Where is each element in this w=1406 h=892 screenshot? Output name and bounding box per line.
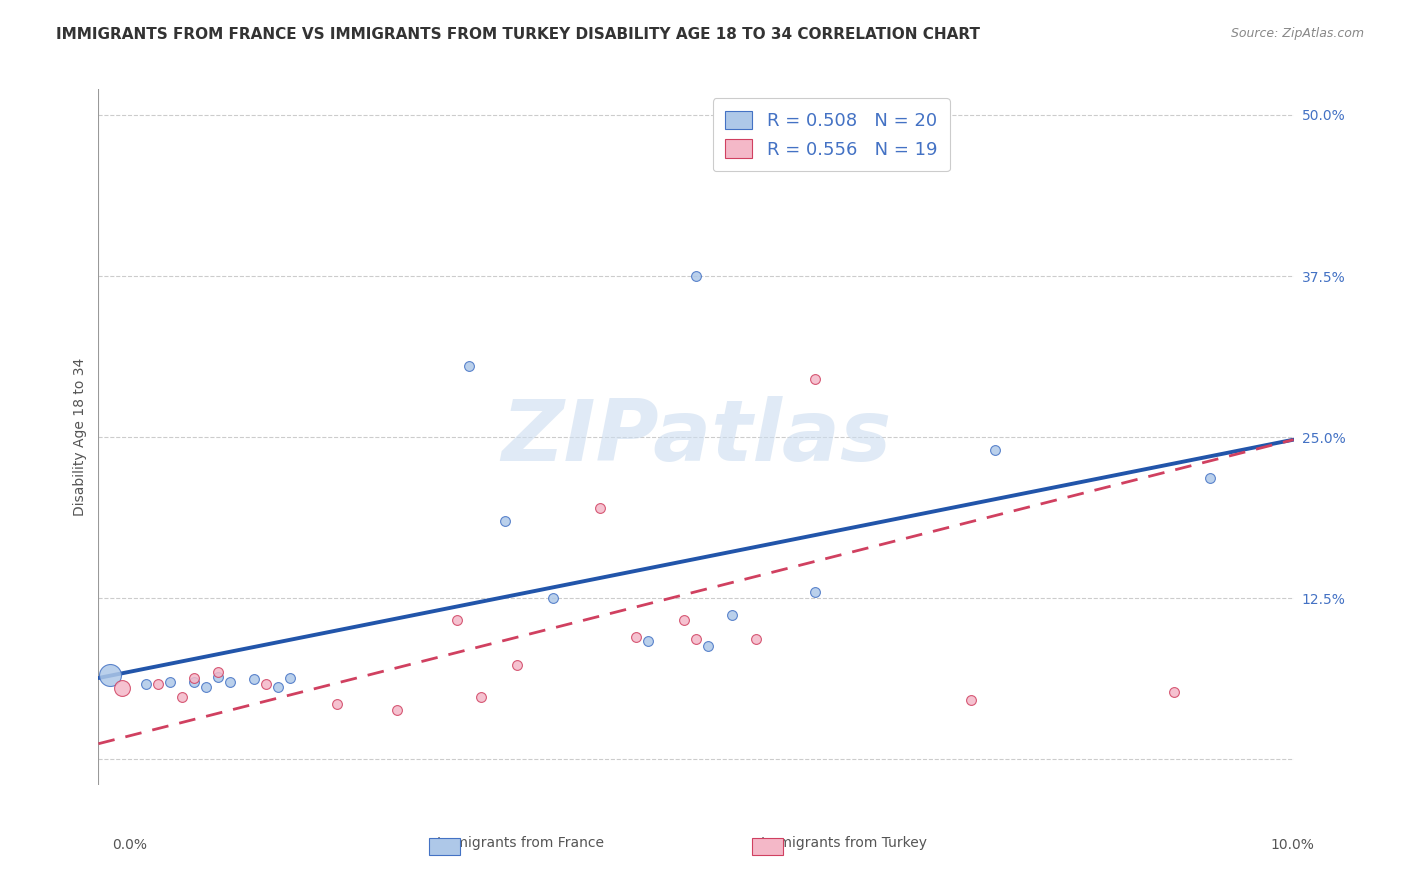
Point [541, 591, 564, 606]
Legend: R = 0.508   N = 20, R = 0.556   N = 19: R = 0.508 N = 20, R = 0.556 N = 19 [713, 98, 950, 171]
Point [243, 673, 266, 687]
Point [254, 677, 277, 691]
Point [1163, 685, 1185, 699]
Point [219, 674, 242, 689]
Point [1199, 471, 1222, 485]
Text: 10.0%: 10.0% [1271, 838, 1315, 853]
Point [960, 693, 983, 707]
Point [685, 632, 707, 647]
Point [804, 584, 827, 599]
Point [745, 632, 768, 647]
Point [804, 372, 827, 386]
Point [685, 268, 707, 283]
Text: 0.0%: 0.0% [112, 838, 148, 853]
Point [183, 674, 205, 689]
Point [458, 359, 481, 374]
Text: IMMIGRANTS FROM FRANCE VS IMMIGRANTS FROM TURKEY DISABILITY AGE 18 TO 34 CORRELA: IMMIGRANTS FROM FRANCE VS IMMIGRANTS FRO… [56, 27, 980, 42]
Point [697, 639, 720, 653]
Point [135, 677, 157, 691]
Point [98, 668, 122, 682]
Point [111, 681, 134, 696]
Text: Source: ZipAtlas.com: Source: ZipAtlas.com [1230, 27, 1364, 40]
Text: ZIPatlas: ZIPatlas [501, 395, 891, 479]
Point [506, 658, 529, 673]
Point [183, 671, 205, 685]
Point [195, 680, 218, 694]
Point [494, 514, 516, 528]
Point [172, 690, 194, 705]
Point [159, 674, 181, 689]
Point [385, 703, 409, 717]
Point [278, 671, 301, 685]
Text: Immigrants from Turkey: Immigrants from Turkey [761, 836, 927, 850]
Point [326, 697, 349, 711]
Y-axis label: Disability Age 18 to 34: Disability Age 18 to 34 [73, 358, 87, 516]
Point [446, 613, 468, 627]
Point [267, 680, 290, 694]
Point [148, 677, 170, 691]
Point [207, 665, 229, 679]
Point [589, 500, 612, 515]
Text: Immigrants from France: Immigrants from France [437, 836, 603, 850]
Point [984, 442, 1007, 457]
Point [470, 690, 492, 705]
Point [626, 630, 648, 644]
Point [637, 633, 659, 648]
Point [673, 613, 696, 627]
Point [207, 670, 229, 684]
Point [721, 607, 744, 622]
